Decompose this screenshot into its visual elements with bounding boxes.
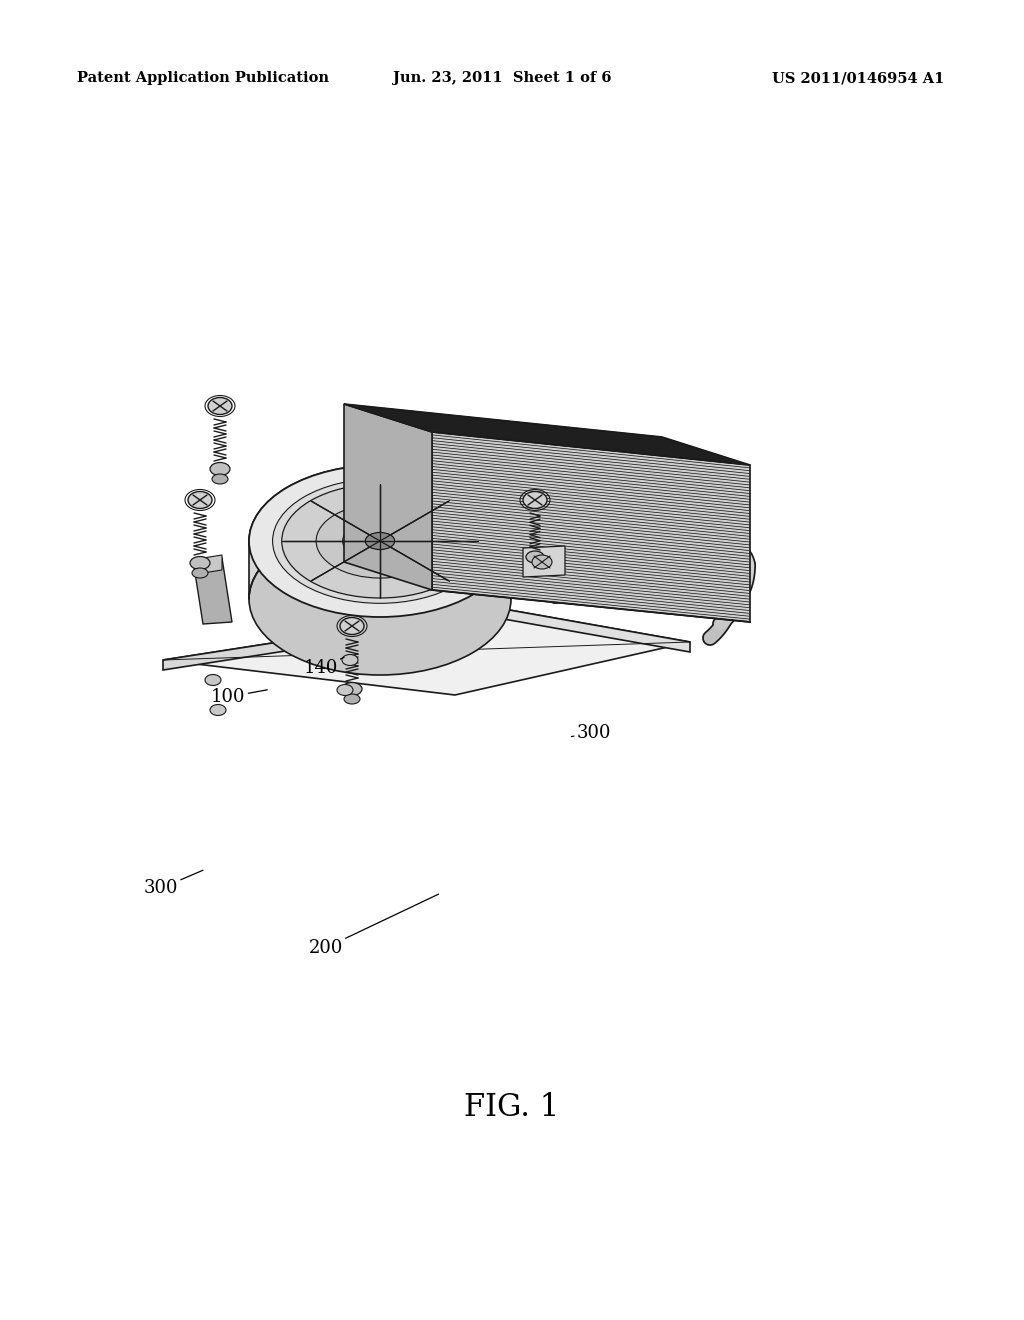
Ellipse shape xyxy=(210,705,226,715)
Text: 100: 100 xyxy=(211,688,267,706)
Polygon shape xyxy=(344,404,750,465)
Ellipse shape xyxy=(316,504,443,578)
Ellipse shape xyxy=(249,465,511,616)
Ellipse shape xyxy=(526,550,544,564)
Polygon shape xyxy=(523,546,565,577)
Ellipse shape xyxy=(366,532,394,549)
Text: FIG. 1: FIG. 1 xyxy=(464,1092,560,1122)
Ellipse shape xyxy=(212,474,228,484)
Polygon shape xyxy=(203,554,222,573)
Text: 300: 300 xyxy=(571,723,611,742)
Ellipse shape xyxy=(188,491,212,508)
Text: 200: 200 xyxy=(308,894,438,957)
Ellipse shape xyxy=(210,462,230,475)
Polygon shape xyxy=(163,609,690,696)
Ellipse shape xyxy=(342,682,362,696)
Text: 140: 140 xyxy=(303,657,344,677)
Ellipse shape xyxy=(193,568,208,578)
Polygon shape xyxy=(498,609,690,652)
Ellipse shape xyxy=(340,618,364,635)
Ellipse shape xyxy=(343,519,418,562)
Ellipse shape xyxy=(344,694,360,704)
Ellipse shape xyxy=(205,675,221,685)
Text: US 2011/0146954 A1: US 2011/0146954 A1 xyxy=(772,71,944,84)
Text: 300: 300 xyxy=(143,870,203,898)
Polygon shape xyxy=(163,609,498,671)
Ellipse shape xyxy=(282,484,478,598)
Ellipse shape xyxy=(208,397,232,414)
Ellipse shape xyxy=(523,491,547,508)
Polygon shape xyxy=(432,432,750,622)
Ellipse shape xyxy=(532,554,552,569)
Ellipse shape xyxy=(249,523,511,675)
Ellipse shape xyxy=(190,557,210,569)
Ellipse shape xyxy=(342,655,358,665)
Text: Patent Application Publication: Patent Application Publication xyxy=(77,71,329,84)
Text: Jun. 23, 2011  Sheet 1 of 6: Jun. 23, 2011 Sheet 1 of 6 xyxy=(393,71,611,84)
Polygon shape xyxy=(249,541,511,599)
Ellipse shape xyxy=(272,479,487,603)
Polygon shape xyxy=(344,404,432,590)
Ellipse shape xyxy=(337,685,353,696)
Polygon shape xyxy=(193,558,232,624)
